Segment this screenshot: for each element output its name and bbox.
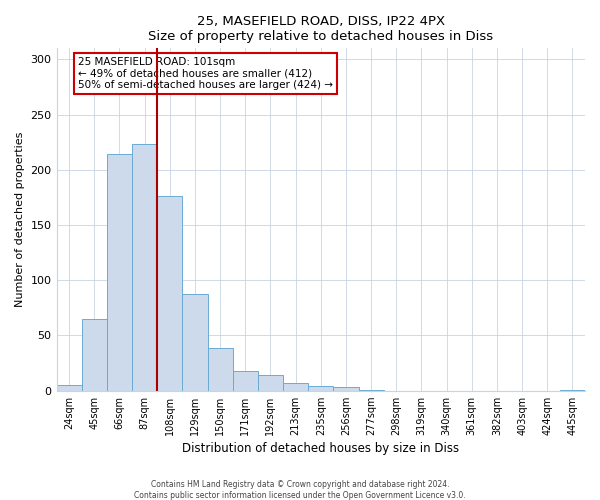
Bar <box>82 319 107 390</box>
Bar <box>157 196 182 390</box>
Bar <box>334 388 359 390</box>
Bar <box>182 294 208 390</box>
Bar <box>308 386 334 390</box>
Bar <box>132 144 157 390</box>
Bar <box>258 375 283 390</box>
X-axis label: Distribution of detached houses by size in Diss: Distribution of detached houses by size … <box>182 442 460 455</box>
Bar <box>233 371 258 390</box>
Text: Contains HM Land Registry data © Crown copyright and database right 2024.
Contai: Contains HM Land Registry data © Crown c… <box>134 480 466 500</box>
Text: 25 MASEFIELD ROAD: 101sqm
← 49% of detached houses are smaller (412)
50% of semi: 25 MASEFIELD ROAD: 101sqm ← 49% of detac… <box>77 57 332 90</box>
Bar <box>208 348 233 391</box>
Bar <box>56 385 82 390</box>
Bar <box>283 383 308 390</box>
Title: 25, MASEFIELD ROAD, DISS, IP22 4PX
Size of property relative to detached houses : 25, MASEFIELD ROAD, DISS, IP22 4PX Size … <box>148 15 493 43</box>
Bar <box>107 154 132 390</box>
Y-axis label: Number of detached properties: Number of detached properties <box>15 132 25 307</box>
